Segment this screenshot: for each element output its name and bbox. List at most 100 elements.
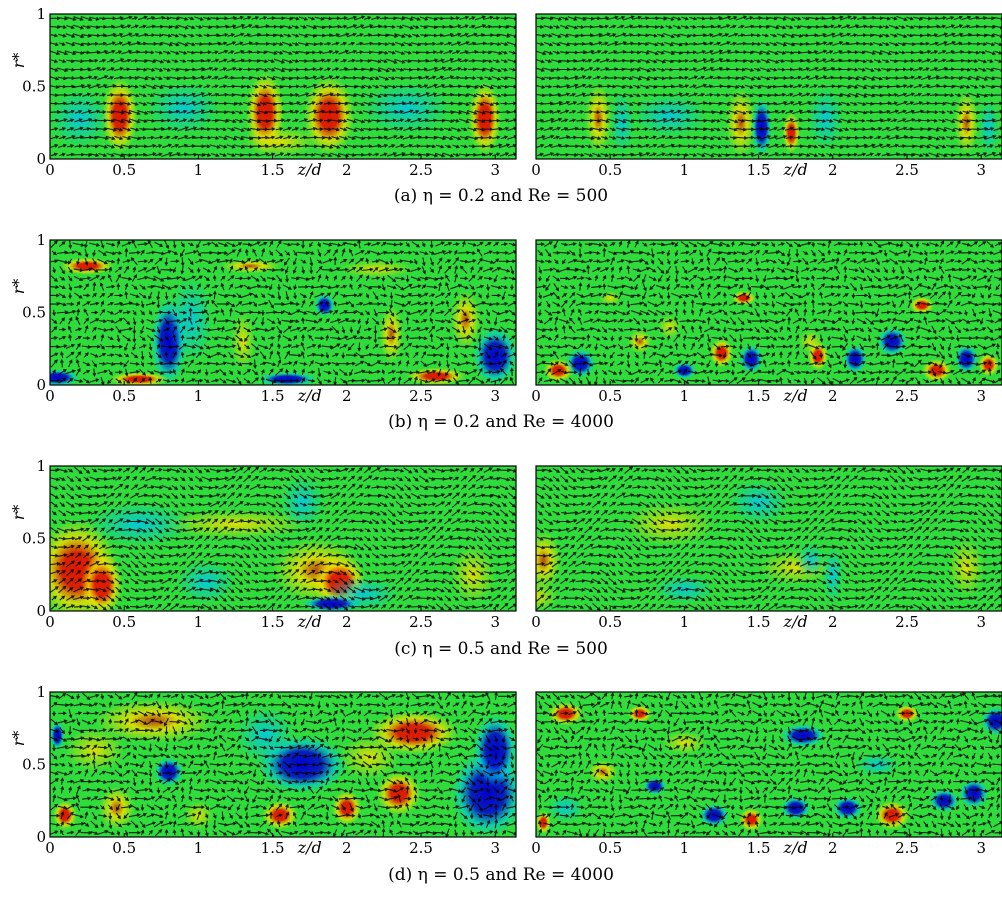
y-tick-label: 0 (36, 602, 46, 620)
panel-frame (49, 13, 517, 160)
vortex-blob (798, 329, 823, 354)
vortex-blob (780, 723, 826, 748)
vector-arrows (536, 466, 1002, 611)
vector-arrows (536, 15, 1002, 158)
vector-arrows (536, 692, 1002, 837)
vortex-blob (874, 800, 910, 830)
vortex-blob (795, 542, 826, 578)
panel-caption: (a) η = 0.2 and Re = 500 (393, 186, 609, 206)
vortex-blob (832, 796, 863, 820)
vortex-blob (662, 731, 707, 755)
y-tick-label: 1 (36, 5, 46, 23)
x-tick-label: 1.5 (747, 387, 771, 405)
vector-arrows (50, 692, 516, 837)
panel-frame (49, 465, 517, 612)
x-tick-label: 3 (490, 839, 500, 857)
x-tick-label: 0 (45, 161, 55, 179)
x-tick-label: 0 (45, 839, 55, 857)
x-tick-label: 0.5 (598, 387, 622, 405)
vortex-blob (280, 476, 325, 529)
x-axis-label: z/d (297, 838, 322, 857)
vortex-blob (60, 257, 114, 275)
panel-frame (535, 13, 1002, 160)
x-tick-label: 0 (531, 161, 541, 179)
x-tick-label: 0.5 (598, 839, 622, 857)
x-tick-label: 3 (976, 839, 986, 857)
vortex-blob (52, 800, 77, 830)
heatmap-panel: 0 0.5 1 1.5 2 2.5 3 z/d (531, 691, 1002, 857)
y-tick-label: 0 (36, 828, 46, 846)
x-tick-label: 2.5 (409, 839, 433, 857)
x-tick-label: 1 (194, 613, 204, 631)
vortex-blob (780, 796, 811, 820)
figure-row-4: 0 0.5 1 1.5 2 2.5 3 z/d 0 0.5 1 1.5 2 2.5 3 z/d 0 0.5 1 r* (9, 683, 1002, 857)
x-tick-label: 2 (342, 839, 352, 857)
vortex-blob (843, 344, 867, 374)
vortex-blob (176, 560, 236, 604)
y-tick-label: 0 (36, 376, 46, 394)
x-tick-label: 0 (45, 613, 55, 631)
vortex-blob (361, 82, 451, 135)
vortex-blob (235, 706, 295, 765)
x-tick-label: 1 (680, 161, 690, 179)
vortex-blob (782, 112, 801, 154)
x-tick-label: 0.5 (112, 161, 136, 179)
vortex-blob (599, 290, 621, 306)
x-tick-label: 3 (976, 387, 986, 405)
vortex-blob (584, 83, 612, 154)
x-tick-label: 2 (342, 161, 352, 179)
panel-frame (49, 691, 517, 838)
x-tick-label: 3 (490, 387, 500, 405)
vortex-blob (242, 127, 318, 157)
panel-frame (535, 239, 1002, 386)
x-tick-label: 0 (531, 839, 541, 857)
x-tick-label: 1.5 (261, 839, 285, 857)
vortex-blob (472, 327, 516, 385)
y-tick-label: 0.5 (22, 756, 46, 774)
panel-caption: (c) η = 0.5 and Re = 500 (394, 639, 608, 659)
vortex-blob (628, 329, 652, 354)
vortex-blob (376, 771, 422, 816)
vortex-blob (468, 82, 502, 155)
x-tick-label: 1.5 (747, 613, 771, 631)
x-tick-label: 2 (828, 387, 838, 405)
x-tick-label: 0 (531, 613, 541, 631)
x-tick-label: 1.5 (261, 161, 285, 179)
y-tick-label: 1 (36, 683, 46, 701)
vortex-blob (628, 705, 652, 723)
vector-arrows (50, 240, 516, 385)
vortex-blob (725, 87, 756, 158)
x-tick-label: 3 (976, 161, 986, 179)
x-tick-label: 2.5 (409, 387, 433, 405)
vortex-blob (657, 315, 682, 339)
y-tick-label: 0.5 (22, 304, 46, 322)
x-axis-label: z/d (297, 386, 322, 405)
vector-arrows (50, 466, 516, 611)
x-tick-label: 1 (194, 839, 204, 857)
x-tick-label: 1 (194, 161, 204, 179)
x-tick-label: 0 (45, 387, 55, 405)
vortex-blob (536, 531, 562, 590)
vortex-blob (50, 721, 65, 750)
y-tick-label: 0.5 (22, 530, 46, 548)
x-tick-label: 0.5 (598, 161, 622, 179)
x-axis-label: z/d (783, 160, 808, 179)
x-tick-label: 0.5 (112, 387, 136, 405)
vortex-blob (739, 344, 764, 374)
x-tick-label: 1.5 (261, 387, 285, 405)
heatmap-panel: 0 0.5 1 1.5 2 2.5 3 z/d (45, 239, 517, 405)
panel-caption: (b) η = 0.2 and Re = 4000 (388, 412, 614, 432)
x-tick-label: 1.5 (747, 161, 771, 179)
vortex-blob (807, 86, 844, 151)
x-tick-label: 1.5 (747, 839, 771, 857)
vortex-blob (632, 93, 707, 138)
x-tick-label: 3 (490, 161, 500, 179)
x-axis-label: z/d (783, 612, 808, 631)
x-axis-label: z/d (783, 838, 808, 857)
heatmap-panel: 0 0.5 1 1.5 2 2.5 3 z/d (531, 465, 1002, 631)
heatmap-panel: 0 0.5 1 1.5 2 2.5 3 z/d (531, 13, 1002, 179)
vector-arrows (536, 240, 1002, 385)
x-tick-label: 2.5 (409, 613, 433, 631)
figure-row-2: 0 0.5 1 1.5 2 2.5 3 z/d 0 0.5 1 1.5 2 2.5 3 z/d 0 0.5 1 r* (9, 231, 1002, 405)
vortex-blob (929, 789, 959, 813)
